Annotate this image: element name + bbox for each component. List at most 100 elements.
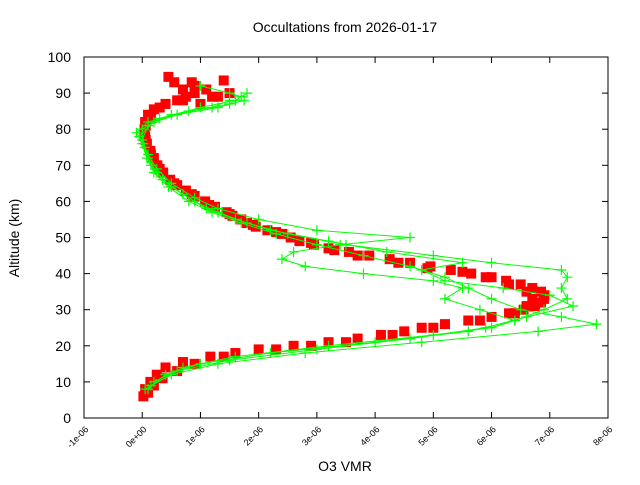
data-point [189, 88, 200, 99]
series-group [131, 71, 602, 402]
x-tick-label: 5e-06 [416, 424, 439, 447]
data-point [486, 311, 497, 322]
data-point [474, 304, 485, 315]
data-point [536, 286, 547, 297]
data-point [137, 124, 148, 135]
x-tick-label: 0e+00 [124, 424, 149, 449]
data-point [172, 366, 183, 377]
data-point [375, 329, 386, 340]
data-point [358, 268, 369, 279]
data-point [393, 257, 404, 268]
data-point [439, 275, 450, 286]
x-axis-label: O3 VMR [318, 458, 372, 474]
data-point [195, 80, 206, 91]
x-tick-label: 2e-06 [242, 424, 265, 447]
data-point [145, 160, 156, 171]
data-point [207, 91, 218, 102]
data-point [230, 214, 241, 225]
x-tick-label: 6e-06 [475, 424, 498, 447]
y-tick-label: 80 [55, 121, 71, 137]
data-point [445, 264, 456, 275]
data-point [521, 311, 532, 322]
data-point [466, 268, 477, 279]
data-point [157, 373, 168, 384]
data-point [504, 279, 515, 290]
data-point [544, 290, 555, 301]
data-point [134, 131, 145, 142]
y-tick-label: 0 [63, 410, 71, 426]
data-point [405, 333, 416, 344]
data-point [180, 185, 191, 196]
data-point [163, 71, 174, 82]
y-tick-label: 30 [55, 302, 71, 318]
data-point [416, 264, 427, 275]
data-point [271, 344, 282, 355]
data-point [405, 261, 416, 272]
data-point [474, 315, 485, 326]
plot-area [131, 71, 602, 402]
y-tick-label: 40 [55, 266, 71, 282]
data-point [218, 75, 229, 86]
data-point [145, 380, 156, 391]
chart-title: Occultations from 2026-01-17 [253, 19, 438, 35]
x-tick-label: 4e-06 [358, 424, 381, 447]
data-point [504, 308, 515, 319]
data-point [177, 189, 188, 200]
data-point [463, 315, 474, 326]
data-point [530, 301, 541, 312]
data-point [486, 272, 497, 283]
data-point [212, 91, 223, 102]
data-point [387, 329, 398, 340]
data-point [405, 232, 416, 243]
y-tick-label: 60 [55, 193, 71, 209]
data-point [457, 266, 468, 277]
data-point [177, 362, 188, 373]
data-point [300, 261, 311, 272]
data-point [486, 257, 497, 268]
data-point [160, 98, 171, 109]
data-point [143, 120, 154, 131]
data-point [177, 84, 188, 95]
data-point [201, 203, 212, 214]
data-point [457, 283, 468, 294]
data-point [498, 283, 509, 294]
data-point [352, 333, 363, 344]
data-point [148, 116, 159, 127]
data-point [384, 254, 395, 265]
data-point [533, 326, 544, 337]
data-point [358, 250, 369, 261]
data-point [416, 322, 427, 333]
data-point [480, 322, 491, 333]
x-tick-label: -1e-06 [65, 424, 90, 449]
data-point [253, 344, 264, 355]
data-point [224, 209, 235, 220]
data-point [480, 272, 491, 283]
data-point [311, 225, 322, 236]
data-point [556, 311, 567, 322]
data-point [509, 308, 520, 319]
data-point [288, 246, 299, 257]
data-point [157, 174, 168, 185]
data-point [364, 250, 375, 261]
data-point [212, 203, 223, 214]
x-tick-label: 1e-06 [184, 424, 207, 447]
y-tick-label: 70 [55, 157, 71, 173]
x-tick-label: 3e-06 [300, 424, 323, 447]
data-point [288, 340, 299, 351]
y-tick-label: 90 [55, 85, 71, 101]
data-point [276, 254, 287, 265]
data-point [323, 243, 334, 254]
data-point [212, 102, 223, 113]
data-point [527, 283, 538, 294]
data-point [521, 301, 532, 312]
data-point [323, 340, 334, 351]
data-point [242, 88, 253, 99]
data-point [218, 351, 229, 362]
data-point [145, 113, 156, 124]
data-point [151, 369, 162, 380]
data-point [189, 358, 200, 369]
data-point [177, 95, 188, 106]
data-point [562, 272, 573, 283]
data-point [515, 304, 526, 315]
